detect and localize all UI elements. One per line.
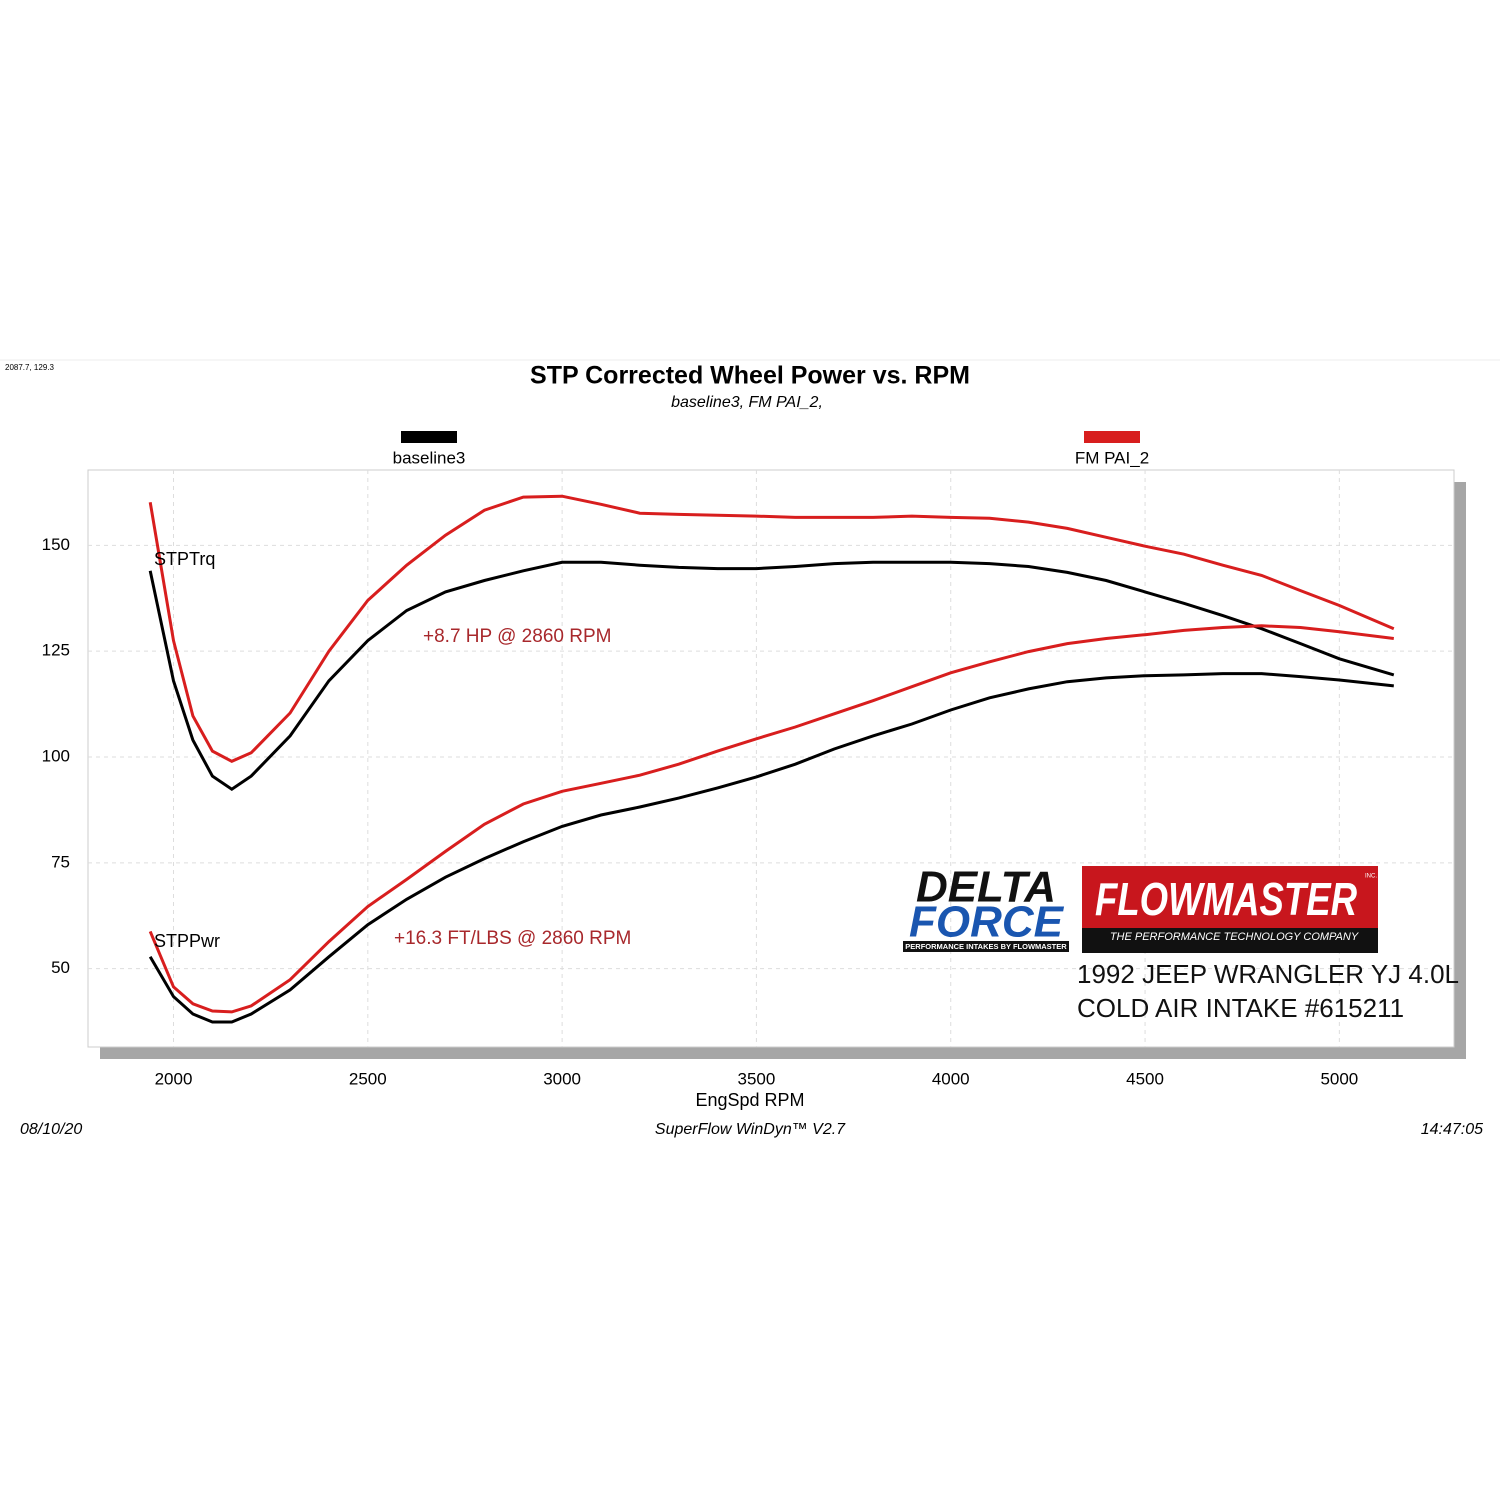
x-axis-label: EngSpd RPM — [695, 1090, 804, 1110]
logo-delta: DELTA — [916, 863, 1056, 912]
logo-force: FORCE — [909, 898, 1065, 947]
product-line: 1992 JEEP WRANGLER YJ 4.0L — [1077, 959, 1459, 989]
y-tick-label: 125 — [42, 641, 70, 660]
footer-time: 14:47:05 — [1421, 1121, 1483, 1138]
logo-flowmaster-tag: THE PERFORMANCE TECHNOLOGY COMPANY — [1110, 931, 1359, 943]
x-tick-label: 2500 — [349, 1069, 387, 1088]
logo-stripe — [1082, 928, 1378, 953]
logo-flowmaster: FLOWMASTER — [1095, 873, 1357, 925]
corner-note: 2087.7, 129.3 — [5, 363, 54, 372]
x-tick-label: 5000 — [1320, 1069, 1358, 1088]
legend-label: FM PAI_2 — [1075, 448, 1149, 467]
curve-torque — [148, 494, 1395, 763]
footer-date: 08/10/20 — [20, 1121, 82, 1138]
y-tick-label: 150 — [42, 535, 70, 554]
delta-force-logo: DELTA FORCE PERFORMANCE INTAKES BY FLOWM… — [903, 863, 1069, 952]
curve-label: STPPwr — [154, 931, 220, 951]
curve-power — [148, 624, 1394, 1014]
y-tick-label: 75 — [51, 852, 70, 871]
product-line: COLD AIR INTAKE #615211 — [1077, 993, 1404, 1023]
y-tick-label: 100 — [42, 747, 70, 766]
annotation: +8.7 HP @ 2860 RPM — [423, 626, 611, 647]
curve-power — [148, 672, 1394, 1024]
chart-subtitle: baseline3, FM PAI_2, — [671, 394, 823, 411]
footer-software: SuperFlow WinDyn™ V2.7 — [655, 1121, 846, 1138]
legend-swatch — [1084, 431, 1140, 443]
x-tick-label: 2000 — [155, 1069, 193, 1088]
legend-label: baseline3 — [393, 448, 466, 467]
flowmaster-logo: FLOWMASTER INC. THE PERFORMANCE TECHNOLO… — [1082, 866, 1378, 953]
logo-delta-tag: PERFORMANCE INTAKES BY FLOWMASTER — [905, 942, 1067, 951]
annotation: +16.3 FT/LBS @ 2860 RPM — [394, 928, 631, 949]
logo-band — [903, 941, 1069, 952]
curve-label: STPTrq — [154, 549, 215, 569]
x-tick-label: 4500 — [1126, 1069, 1164, 1088]
legend-swatch — [401, 431, 457, 443]
x-tick-label: 3000 — [543, 1069, 581, 1088]
curve-torque — [148, 560, 1395, 792]
chart-title: STP Corrected Wheel Power vs. RPM — [530, 362, 970, 390]
x-tick-label: 3500 — [738, 1069, 776, 1088]
x-tick-label: 4000 — [932, 1069, 970, 1088]
logo-inc: INC. — [1365, 874, 1377, 880]
y-tick-label: 50 — [51, 958, 70, 977]
